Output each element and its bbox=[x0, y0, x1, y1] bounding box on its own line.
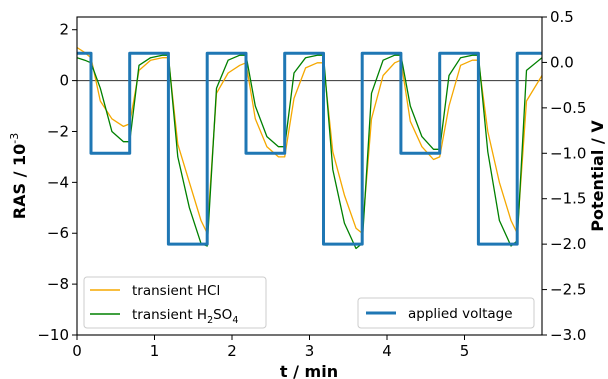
legend-voltage-label: applied voltage bbox=[408, 306, 513, 322]
y-right-tick-label: −3.0 bbox=[550, 326, 586, 344]
series-line-applied-voltage bbox=[77, 51, 542, 246]
y-right-tick-label: 0.5 bbox=[550, 8, 574, 26]
x-tick-label: 5 bbox=[460, 342, 470, 360]
series-line-transient-h2so4 bbox=[77, 54, 542, 250]
y-right-ticks: 0.5 0.0 −0.5 −1.0 −1.5 −2.0 −2.5 −3.0 bbox=[542, 8, 586, 344]
y-left-ticks: 2 0 −2 −4 −6 −8 −10 bbox=[37, 21, 77, 344]
y-right-tick-label: −2.0 bbox=[550, 235, 586, 253]
y-right-tick-label: 0.0 bbox=[550, 53, 574, 71]
x-ticks: 0 1 2 3 4 5 bbox=[72, 335, 469, 360]
y-left-tick-label: 0 bbox=[59, 72, 69, 90]
y-left-axis-label: RAS / 10-3 bbox=[8, 133, 29, 219]
y-left-tick-label: −2 bbox=[47, 122, 69, 140]
x-tick-label: 2 bbox=[227, 342, 237, 360]
x-axis-label: t / min bbox=[280, 362, 338, 379]
x-tick-label: 4 bbox=[382, 342, 392, 360]
y-right-tick-label: −2.5 bbox=[550, 281, 586, 299]
legend-hcl-label: transient HCl bbox=[132, 283, 220, 299]
y-right-tick-label: −0.5 bbox=[550, 99, 586, 117]
x-tick-label: 0 bbox=[72, 342, 82, 360]
y-right-tick-label: −1.5 bbox=[550, 190, 586, 208]
legend-right-box bbox=[357, 297, 535, 329]
y-left-tick-label: −6 bbox=[47, 224, 69, 242]
series-layer bbox=[77, 46, 542, 250]
x-tick-label: 1 bbox=[150, 342, 160, 360]
legend-left: transient HCl transient H2SO4 bbox=[83, 276, 267, 329]
y-left-tick-label: −4 bbox=[47, 173, 69, 191]
legend-h2so4-label: transient H2SO4 bbox=[132, 307, 238, 326]
y-left-tick-label: 2 bbox=[59, 21, 69, 39]
y-right-tick-label: −1.0 bbox=[550, 144, 586, 162]
y-right-axis-label: Potential / V bbox=[588, 120, 607, 232]
x-tick-label: 3 bbox=[305, 342, 315, 360]
y-left-tick-label: −8 bbox=[47, 275, 69, 293]
legend-left-box bbox=[83, 276, 267, 329]
y-left-tick-label: −10 bbox=[37, 326, 69, 344]
series-line-transient-hcl bbox=[77, 46, 542, 234]
legend-right: applied voltage bbox=[357, 297, 535, 329]
